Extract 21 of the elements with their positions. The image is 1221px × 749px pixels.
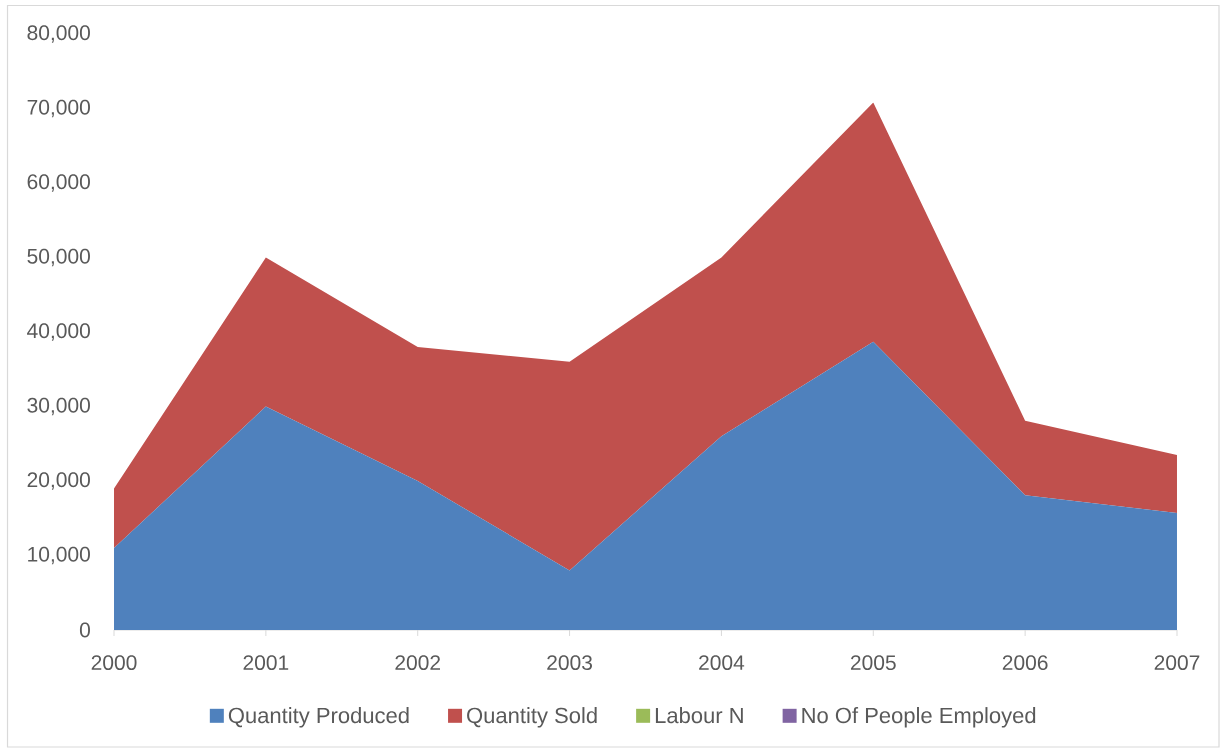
x-tick-label: 2004	[699, 655, 745, 671]
x-tick-label: 2006	[1002, 655, 1048, 671]
y-tick-label: 80,000	[27, 25, 90, 43]
y-tick-label: 10,000	[28, 546, 90, 565]
y-tick-label: 70,000	[27, 99, 90, 118]
y-tick-label: 20,000	[27, 472, 90, 490]
x-tick-label: 2003	[547, 655, 592, 671]
x-tick-label: 2000	[91, 655, 137, 671]
x-tick-label: 2002	[395, 655, 441, 671]
y-tick-label: 0	[79, 622, 90, 638]
legend-label: Quantity Sold	[467, 707, 597, 728]
legend-label: Labour N	[655, 707, 743, 724]
y-tick-label: 40,000	[27, 323, 90, 341]
y-tick-label: 30,000	[27, 397, 90, 416]
legend-label: Quantity Produced	[228, 707, 409, 728]
y-tick-label: 50,000	[27, 248, 90, 267]
legend-label: No Of People Employed	[802, 707, 1036, 728]
y-tick-label: 60,000	[27, 174, 90, 192]
x-tick-label: 2001	[243, 655, 289, 671]
x-tick-label: 2007	[1154, 655, 1200, 671]
x-tick-label: 2005	[850, 655, 896, 671]
